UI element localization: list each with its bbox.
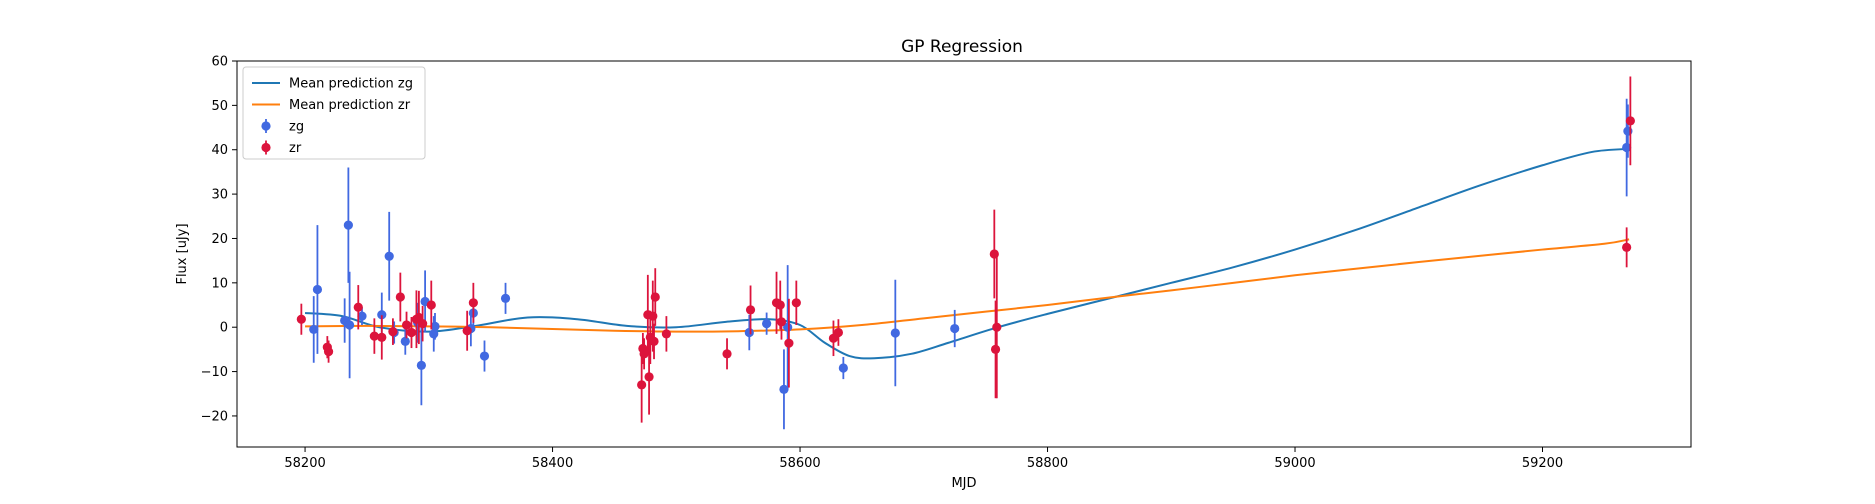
zr-point	[661, 329, 671, 339]
zr-point	[426, 300, 436, 310]
zg-point	[377, 310, 387, 320]
zr-point	[650, 292, 660, 302]
legend-label-zg: zg	[289, 120, 304, 135]
mean-prediction-zr-line	[305, 238, 1630, 333]
zr-point	[462, 326, 472, 336]
zr-point	[648, 311, 658, 321]
legend-label-mean-prediction-zg: Mean prediction zg	[289, 77, 413, 92]
zr-point	[418, 319, 428, 329]
zr-point	[296, 314, 306, 324]
chart-title: GP Regression	[901, 37, 1023, 57]
zr-point	[639, 349, 649, 359]
mean-prediction-zg-line	[304, 147, 1630, 360]
zr-point	[401, 320, 412, 330]
legend-label-zr: zr	[289, 141, 302, 156]
zg-series	[309, 98, 1633, 430]
zr-point	[353, 302, 363, 312]
zr-point	[990, 344, 1001, 354]
zr-point	[776, 317, 787, 327]
zg-point	[779, 384, 789, 394]
zr-point	[369, 331, 379, 341]
y-tick-label: 0	[220, 321, 228, 336]
legend-marker-zg	[261, 121, 271, 131]
zr-point	[791, 298, 801, 308]
zr-series	[296, 76, 1635, 423]
y-tick-label: 20	[211, 232, 228, 247]
legend-box	[242, 66, 426, 160]
zg-point	[479, 351, 490, 361]
zr-point	[989, 249, 999, 259]
legend-label-mean-prediction-zr: Mean prediction zr	[289, 98, 411, 113]
plot-frame	[236, 60, 1692, 448]
y-tick-label: 10	[211, 276, 228, 291]
zg-point	[416, 360, 426, 370]
zg-point	[838, 363, 848, 373]
x-tick-label: 58200	[284, 456, 325, 471]
zg-point	[312, 284, 323, 295]
zr-point	[992, 322, 1002, 332]
zg-point	[345, 320, 355, 330]
zr-point	[388, 327, 398, 337]
zg-point	[783, 322, 793, 332]
y-tick-label: 60	[211, 55, 228, 70]
zr-point	[784, 338, 794, 348]
zg-point	[400, 336, 410, 347]
zr-point	[406, 327, 417, 338]
zr-point	[1622, 242, 1632, 252]
zg-point	[500, 293, 511, 303]
zr-point	[833, 327, 843, 338]
zg-point	[762, 319, 772, 329]
zg-point	[1622, 142, 1632, 153]
y-tick-label: 40	[211, 143, 228, 158]
y-tick-label: −10	[201, 365, 228, 380]
zg-point	[430, 321, 440, 331]
legend: Mean prediction zg Mean prediction zr zg zr	[242, 66, 426, 160]
zg-point	[950, 323, 960, 334]
x-axis-label: MJD	[951, 476, 976, 491]
x-tick-label: 58400	[532, 456, 573, 471]
zr-point	[722, 349, 732, 359]
zg-point	[384, 251, 394, 261]
zr-point	[745, 305, 756, 315]
y-tick-label: 50	[211, 99, 228, 114]
zr-point	[644, 372, 654, 382]
x-tick-label: 58800	[1027, 456, 1068, 471]
zg-point	[343, 220, 353, 230]
zr-point	[637, 380, 647, 390]
zr-point	[468, 298, 478, 308]
zg-point	[309, 324, 319, 335]
x-tick-label: 59200	[1522, 456, 1563, 471]
zg-point	[890, 328, 900, 338]
zr-point	[323, 347, 334, 357]
zr-point	[1625, 116, 1635, 126]
zg-point	[429, 329, 439, 339]
zg-point	[357, 311, 367, 321]
zr-point	[775, 300, 785, 310]
zr-point	[649, 336, 659, 347]
y-axis-label: Flux [uJy]	[175, 223, 190, 284]
y-tick-label: −20	[201, 409, 228, 424]
axes: 58200 58400 58600 58800 59000 59200 −20 −10 0 10 2…	[201, 55, 1564, 472]
plot-area	[296, 76, 1635, 430]
x-tick-label: 58600	[779, 456, 820, 471]
x-tick-label: 59000	[1274, 456, 1315, 471]
y-tick-label: 30	[211, 188, 228, 203]
zg-point	[744, 327, 754, 338]
legend-marker-zr	[261, 142, 271, 153]
zr-point	[377, 332, 387, 343]
zr-point	[395, 292, 405, 302]
